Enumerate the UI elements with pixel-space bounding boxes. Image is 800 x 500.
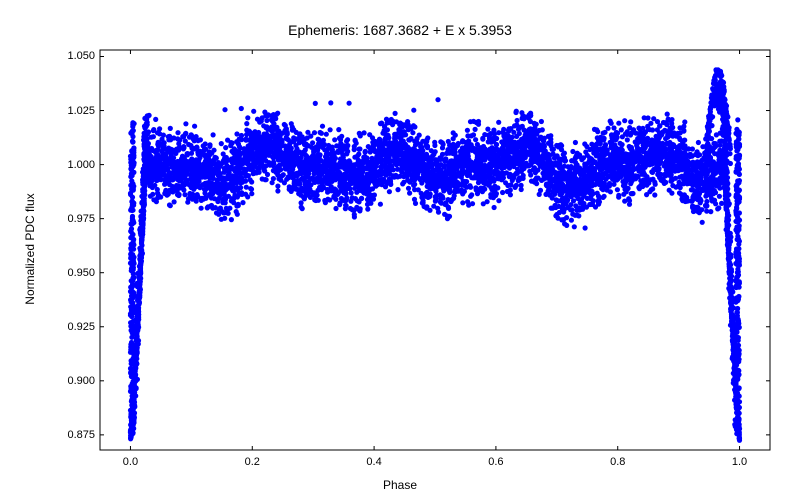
y-tick-label: 1.000	[55, 159, 95, 171]
y-tick-label: 0.925	[55, 321, 95, 333]
y-tick-label: 0.875	[55, 429, 95, 441]
y-tick-label: 1.025	[55, 105, 95, 117]
x-tick-label: 0.2	[245, 456, 260, 468]
lightcurve-chart: Ephemeris: 1687.3682 + E x 5.3953 Normal…	[0, 0, 800, 500]
x-tick-label: 0.4	[366, 456, 381, 468]
y-tick-label: 1.050	[55, 50, 95, 62]
x-tick-label: 0.6	[488, 456, 503, 468]
y-tick-label: 0.950	[55, 267, 95, 279]
x-tick-label: 1.0	[732, 456, 747, 468]
plot-area	[0, 0, 800, 500]
y-tick-label: 0.900	[55, 375, 95, 387]
x-tick-label: 0.0	[123, 456, 138, 468]
y-tick-label: 0.975	[55, 213, 95, 225]
x-tick-label: 0.8	[610, 456, 625, 468]
